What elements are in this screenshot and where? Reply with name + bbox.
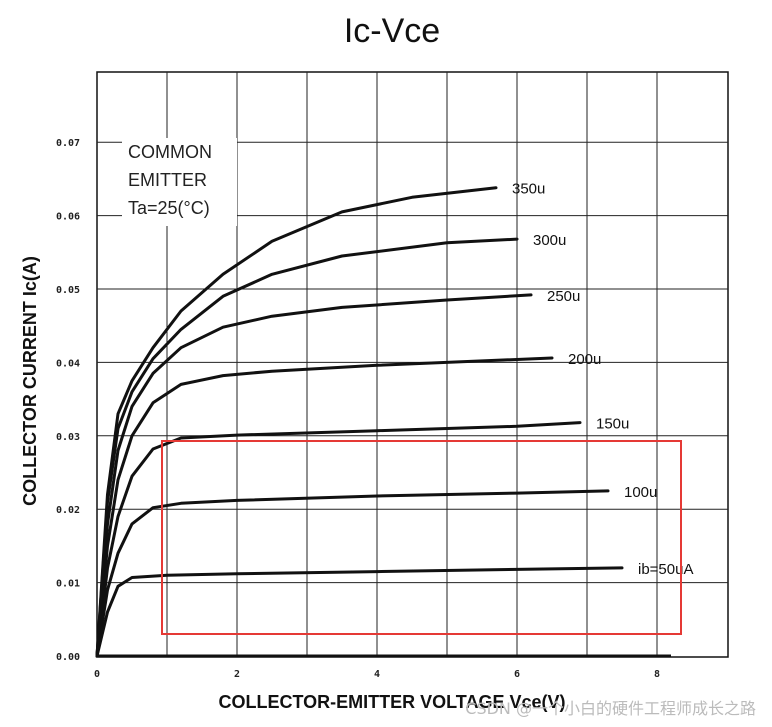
series-line [95,489,610,658]
series-label: 150u [596,416,629,433]
annotation-line-2: EMITTER [128,170,207,190]
series-line [95,356,554,658]
series-label: ib=50uA [638,561,693,578]
series-line [95,566,624,658]
highlight-box [161,440,682,635]
y-tick-label: 0.03 [56,432,80,443]
annotation-line-3: Ta=25(°C) [128,198,210,218]
series-line [95,186,498,658]
y-tick-labels: 0.00 0.01 0.02 0.03 0.04 0.05 0.06 0.07 [56,138,80,663]
series-layer [95,186,671,658]
x-axis-label: COLLECTOR-EMITTER VOLTAGE Vce(V) [218,692,565,712]
y-tick-label: 0.07 [56,138,80,149]
series-label: 300u [533,232,566,249]
x-tick-label: 0 [94,669,100,680]
x-tick-labels: 0 2 4 6 8 [94,669,660,680]
series-label: 200u [568,351,601,368]
series-labels: ib=50uA 100u 150u 200u 250u 300u 350u [512,181,693,578]
annotation-line-1: COMMON [128,142,212,162]
series-line [95,421,582,658]
y-tick-label: 0.04 [56,358,80,369]
series-label: 250u [547,288,580,305]
y-axis-label: COLLECTOR CURRENT Ic(A) [20,256,40,506]
series-line [95,293,533,658]
x-tick-label: 4 [374,669,380,680]
y-tick-label: 0.00 [56,652,80,663]
series-label: 350u [512,181,545,198]
y-tick-label: 0.02 [56,505,80,516]
annotation-box: COMMON EMITTER Ta=25(°C) [122,138,237,226]
series-line [95,237,519,658]
x-tick-label: 8 [654,669,660,680]
y-tick-label: 0.01 [56,579,80,590]
x-tick-label: 6 [514,669,520,680]
annotation-bg [122,138,237,226]
series-label: 100u [624,484,657,501]
watermark: CSDN @一个小白的硬件工程师成长之路 [465,699,756,718]
x-tick-label: 2 [234,669,240,680]
y-tick-label: 0.06 [56,212,80,223]
y-tick-label: 0.05 [56,285,80,296]
chart-title: Ic-Vce [344,12,440,50]
